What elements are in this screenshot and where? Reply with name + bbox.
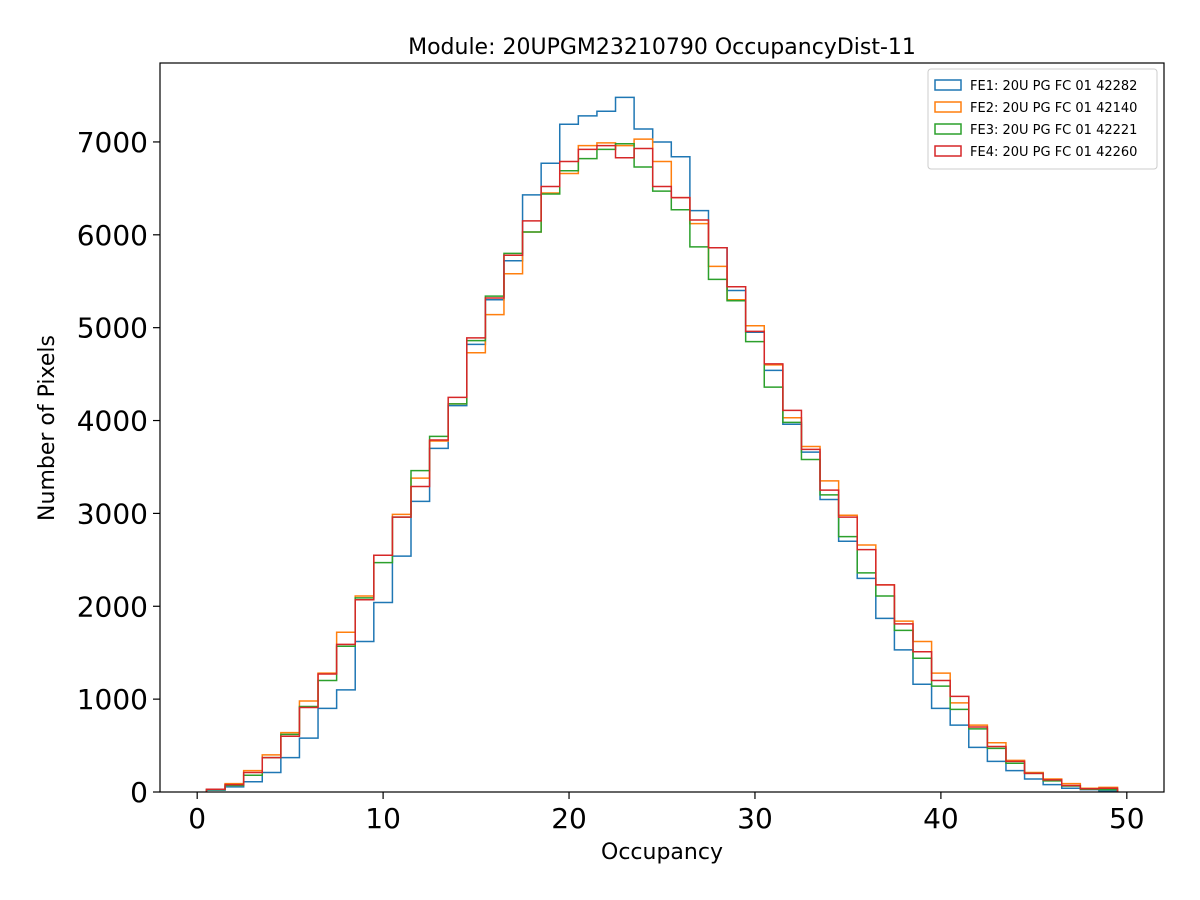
y-axis: 0 1000 2000 3000 4000 5000 6000 7000 xyxy=(77,126,160,809)
y-tick-label: 4000 xyxy=(77,405,148,438)
y-tick-label: 6000 xyxy=(77,219,148,252)
y-tick-label: 5000 xyxy=(77,312,148,345)
legend-swatch-3 xyxy=(934,123,962,135)
series-4-step-line xyxy=(205,144,1119,792)
chart-title: Module: 20UPGM23210790 OccupancyDist-11 xyxy=(408,35,916,60)
y-tick-label: 7000 xyxy=(77,126,148,159)
y-tick-label: 1000 xyxy=(77,683,148,716)
legend-swatch-2 xyxy=(934,101,962,113)
series-1-step-line xyxy=(205,96,1119,792)
x-tick-label: 30 xyxy=(737,802,773,835)
x-tick-label: 10 xyxy=(365,802,401,835)
x-axis: 0 10 20 30 40 50 xyxy=(188,792,1145,835)
legend-entry-4: FE4: 20U PG FC 01 42260 xyxy=(970,145,1137,160)
legend: FE1: 20U PG FC 01 42282 FE2: 20U PG FC 01… xyxy=(927,68,1158,170)
y-tick-label: 3000 xyxy=(77,497,148,530)
series-layer xyxy=(205,96,1119,792)
x-axis-label: Occupancy xyxy=(601,840,723,865)
x-tick-label: 40 xyxy=(923,802,959,835)
plot-frame xyxy=(159,62,1165,793)
legend-box xyxy=(927,68,1158,170)
x-tick-label: 0 xyxy=(188,802,206,835)
legend-entry-1: FE1: 20U PG FC 01 42282 xyxy=(970,79,1137,94)
x-tick-label: 50 xyxy=(1109,802,1145,835)
x-tick-label: 20 xyxy=(551,802,587,835)
legend-swatch-4 xyxy=(934,145,962,157)
y-axis-label: Number of Pixels xyxy=(35,335,60,521)
y-tick-label: 2000 xyxy=(77,590,148,623)
legend-swatch-1 xyxy=(934,79,962,91)
y-tick-label: 0 xyxy=(130,776,148,809)
legend-entry-2: FE2: 20U PG FC 01 42140 xyxy=(970,101,1137,116)
legend-entry-3: FE3: 20U PG FC 01 42221 xyxy=(970,123,1137,138)
